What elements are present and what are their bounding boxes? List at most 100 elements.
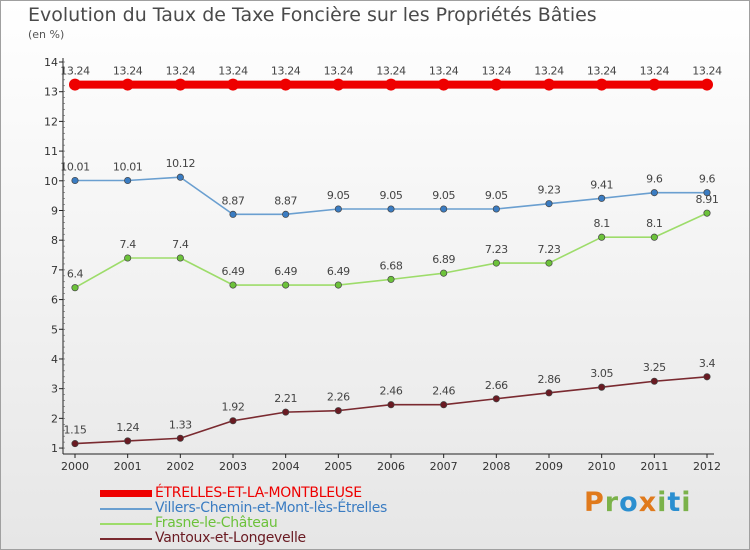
proxiti-logo: Proxiti (584, 487, 692, 518)
data-label: 2.46 (432, 385, 455, 398)
data-label: 2.86 (538, 373, 561, 386)
data-label: 13.24 (60, 65, 90, 78)
data-point (282, 210, 290, 218)
data-point (703, 373, 711, 381)
data-label: 6.49 (274, 265, 297, 278)
logo-letter: P (584, 487, 605, 518)
x-tick-label: 2007 (430, 460, 458, 473)
legend-label: Frasne-le-Château (155, 515, 278, 531)
data-label: 9.05 (432, 189, 455, 202)
data-point (124, 254, 132, 262)
data-label: 13.24 (482, 65, 512, 78)
data-point (279, 78, 292, 91)
x-tick-label: 2005 (324, 460, 352, 473)
chart-title: Evolution du Taux de Taxe Foncière sur l… (28, 4, 597, 26)
data-label: 13.24 (376, 65, 406, 78)
data-label: 3.25 (643, 361, 666, 374)
y-tick-label: 9 (51, 204, 58, 217)
chart-unit: (en %) (28, 28, 65, 41)
x-tick-label: 2008 (482, 460, 510, 473)
data-point (598, 194, 606, 202)
data-label: 7.4 (172, 238, 189, 251)
data-point (174, 78, 187, 91)
data-label: 3.4 (699, 357, 716, 370)
data-label: 7.4 (120, 238, 137, 251)
data-point (545, 259, 553, 267)
data-point (648, 78, 661, 91)
x-tick-label: 2009 (535, 460, 563, 473)
data-point (124, 176, 132, 185)
data-point (492, 205, 500, 213)
data-label: 6.68 (380, 259, 403, 272)
data-label: 10.01 (113, 160, 143, 173)
data-point (545, 389, 553, 397)
x-tick-label: 2002 (166, 460, 194, 473)
data-label: 13.24 (324, 65, 354, 78)
data-point (598, 233, 606, 241)
data-label: 9.41 (590, 178, 613, 191)
data-point (282, 281, 290, 289)
data-point (543, 78, 555, 91)
data-label: 6.49 (327, 265, 350, 278)
x-tick-label: 2000 (61, 460, 89, 473)
x-tick-label: 2004 (272, 460, 300, 473)
data-point (69, 78, 81, 91)
legend-swatch (100, 523, 152, 525)
data-point (282, 408, 290, 416)
legend-label: Vantoux-et-Longevelle (155, 530, 306, 546)
y-tick-label: 8 (51, 234, 58, 247)
data-label: 10.01 (60, 160, 90, 173)
legend-label: Villers-Chemin-et-Mont-lès-Étrelles (155, 500, 388, 516)
y-tick-label: 11 (44, 145, 58, 158)
data-point (227, 78, 239, 91)
data-point (595, 78, 608, 91)
data-label: 2.66 (485, 379, 508, 392)
data-label: 9.6 (699, 173, 716, 186)
data-label: 1.92 (222, 401, 245, 414)
data-label: 2.21 (274, 392, 297, 405)
data-label: 9.23 (538, 184, 561, 197)
data-label: 9.6 (646, 173, 663, 186)
data-point (71, 440, 79, 448)
y-tick-label: 1 (51, 442, 58, 455)
data-label: 2.46 (380, 385, 403, 398)
legend-swatch (100, 490, 152, 497)
logo-letter: t (667, 487, 682, 518)
x-tick-label: 2003 (219, 460, 247, 473)
data-point (490, 78, 503, 91)
data-point (176, 173, 184, 181)
x-tick-label: 2001 (114, 460, 142, 473)
data-point (334, 281, 342, 289)
data-label: 8.87 (222, 194, 245, 207)
data-point (701, 78, 713, 91)
x-tick-label: 2006 (377, 460, 405, 473)
data-label: 1.24 (116, 421, 139, 434)
data-label: 13.24 (113, 65, 143, 78)
data-label: 6.4 (67, 268, 84, 281)
data-label: 9.05 (380, 189, 403, 202)
data-label: 13.24 (587, 65, 617, 78)
y-tick-label: 10 (44, 175, 58, 188)
data-label: 13.24 (166, 65, 196, 78)
legend-swatch (100, 508, 152, 510)
legend-label: ÉTRELLES-ET-LA-MONTBLEUSE (155, 485, 362, 501)
data-label: 8.1 (594, 217, 610, 230)
data-label: 9.05 (327, 189, 350, 202)
data-label: 3.05 (590, 367, 613, 380)
data-label: 7.23 (485, 243, 508, 256)
y-tick-label: 5 (51, 323, 58, 336)
data-point (650, 377, 658, 385)
data-label: 6.89 (432, 253, 455, 266)
y-tick-label: 7 (51, 264, 58, 277)
y-tick-label: 14 (44, 56, 58, 69)
data-point (124, 437, 132, 445)
data-point (229, 281, 237, 289)
data-label: 2.26 (327, 391, 350, 404)
logo-letter: i (657, 487, 668, 518)
y-tick-label: 3 (51, 383, 58, 396)
logo-letter: o (619, 487, 639, 518)
data-point (387, 205, 395, 213)
data-label: 13.24 (218, 65, 248, 78)
data-point (650, 189, 658, 197)
